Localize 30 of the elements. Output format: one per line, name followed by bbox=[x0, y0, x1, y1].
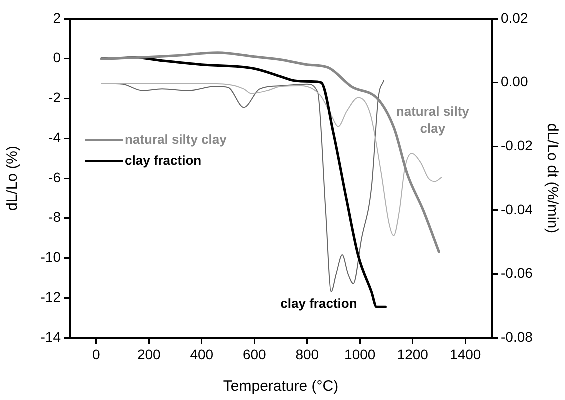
y-tick-label: 0 bbox=[53, 50, 62, 66]
x-axis-title: Temperature (°C) bbox=[223, 378, 339, 396]
x-tick-label: 1200 bbox=[397, 346, 429, 362]
y-tick-label: -8 bbox=[48, 209, 62, 226]
y2-tick-label: -0.08 bbox=[501, 328, 534, 345]
y-tick-label: -14 bbox=[40, 328, 62, 345]
x-tick-label: 800 bbox=[296, 346, 320, 362]
x-tick-label: 0 bbox=[92, 346, 100, 362]
y-axis-title: dL/Lo (%) bbox=[4, 146, 22, 212]
y-tick-label: -6 bbox=[48, 169, 62, 186]
x-tick-label: 600 bbox=[242, 346, 267, 362]
annotation: clay fraction bbox=[280, 296, 358, 312]
y-tick-label: -4 bbox=[48, 129, 62, 146]
legend-label: clay fraction bbox=[125, 152, 202, 168]
legend-label: natural silty clay bbox=[125, 132, 228, 147]
y-tick-label: -12 bbox=[40, 288, 62, 305]
y2-axis-title: dL/Lo dt (%/min) bbox=[544, 123, 561, 234]
x-tick-label: 1400 bbox=[450, 346, 482, 362]
y2-tick-label: -0.06 bbox=[501, 265, 534, 282]
y2-tick-label: 0.02 bbox=[501, 10, 528, 26]
x-tick-label: 200 bbox=[137, 346, 162, 362]
x-tick-label: 400 bbox=[190, 346, 214, 362]
y2-tick-label: 0.00 bbox=[501, 74, 528, 90]
y-tick-label: 2 bbox=[53, 10, 62, 26]
y2-tick-label: -0.02 bbox=[501, 137, 534, 154]
y-tick-label: -10 bbox=[40, 249, 62, 266]
y-tick-label: -2 bbox=[48, 90, 62, 106]
x-tick-label: 1000 bbox=[344, 346, 376, 362]
annotation: natural silty clay bbox=[396, 104, 470, 136]
y2-tick-label: -0.04 bbox=[501, 201, 534, 218]
